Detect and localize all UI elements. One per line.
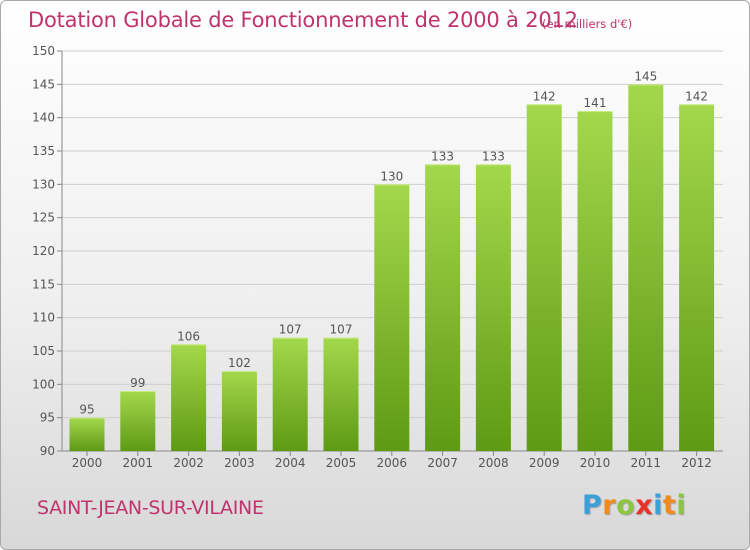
bar bbox=[323, 337, 359, 451]
bar bbox=[526, 104, 562, 451]
bar bbox=[679, 104, 715, 451]
logo-letter: x bbox=[635, 490, 654, 521]
y-tick-label: 90 bbox=[40, 444, 55, 458]
y-tick-label: 100 bbox=[32, 377, 55, 391]
x-tick-label: 2008 bbox=[478, 456, 509, 470]
bar-value-label: 107 bbox=[330, 323, 353, 337]
bars bbox=[69, 84, 715, 452]
x-axis-ticks: 2000 2001 2002 2003 2004 2005 2006 2007 2008 2009… bbox=[72, 451, 712, 470]
y-tick-label: 105 bbox=[32, 344, 55, 358]
x-tick-label: 2003 bbox=[224, 456, 255, 470]
bar bbox=[577, 111, 613, 451]
y-tick-label: 125 bbox=[32, 211, 55, 225]
y-tick-label: 110 bbox=[32, 311, 55, 325]
logo-letter: r bbox=[602, 490, 617, 521]
bar bbox=[374, 184, 410, 452]
bar-value-label: 141 bbox=[584, 96, 607, 110]
chart-title: Dotation Globale de Fonctionnement de 20… bbox=[28, 8, 578, 32]
bar-value-label: 133 bbox=[482, 149, 505, 163]
bar bbox=[120, 391, 156, 451]
chart-subtitle: (en milliers d'€) bbox=[542, 17, 633, 31]
x-tick-label: 2000 bbox=[72, 456, 103, 470]
bar-value-label: 142 bbox=[685, 89, 708, 103]
bar-value-label: 107 bbox=[279, 323, 302, 337]
bar-value-label: 102 bbox=[228, 356, 251, 370]
bar-value-label: 106 bbox=[177, 329, 200, 343]
y-tick-label: 140 bbox=[32, 111, 55, 125]
x-tick-label: 2004 bbox=[275, 456, 306, 470]
x-tick-label: 2012 bbox=[681, 456, 712, 470]
bar-value-label: 99 bbox=[130, 376, 145, 390]
proxiti-logo: Proxiti bbox=[582, 490, 686, 521]
logo-letter: t bbox=[662, 490, 677, 521]
y-tick-label: 135 bbox=[32, 144, 55, 158]
logo-letter: i bbox=[676, 490, 687, 521]
y-tick-label: 130 bbox=[32, 177, 55, 191]
commune-name: SAINT-JEAN-SUR-VILAINE bbox=[37, 497, 264, 519]
x-tick-label: 2007 bbox=[427, 456, 458, 470]
x-tick-label: 2011 bbox=[631, 456, 662, 470]
x-tick-label: 2009 bbox=[529, 456, 560, 470]
logo-letter: P bbox=[582, 490, 603, 521]
bar bbox=[475, 164, 511, 452]
x-tick-label: 2001 bbox=[123, 456, 154, 470]
bar bbox=[272, 337, 308, 451]
bar-value-labels: 95 99 106 102 107 107 130 133 133 142 141 145 142 bbox=[79, 69, 708, 416]
bar bbox=[425, 164, 461, 452]
y-tick-label: 150 bbox=[32, 44, 55, 58]
bar bbox=[171, 344, 207, 451]
y-tick-label: 120 bbox=[32, 244, 55, 258]
bar-value-label: 145 bbox=[634, 69, 657, 83]
logo-letter: i bbox=[653, 490, 663, 521]
bar-value-label: 142 bbox=[533, 89, 556, 103]
x-tick-label: 2002 bbox=[173, 456, 204, 470]
x-tick-label: 2005 bbox=[326, 456, 357, 470]
y-tick-label: 115 bbox=[32, 277, 55, 291]
bar-value-label: 130 bbox=[380, 169, 403, 183]
bar bbox=[221, 371, 257, 451]
bar-value-label: 133 bbox=[431, 149, 454, 163]
y-tick-label: 145 bbox=[32, 77, 55, 91]
bar-value-label: 95 bbox=[79, 403, 94, 417]
logo-letter: o bbox=[616, 490, 636, 521]
y-axis-ticks: 90 95 100 105 110 115 120 125 130 135 140 145 150 bbox=[32, 44, 723, 458]
y-tick-label: 95 bbox=[40, 411, 55, 425]
x-tick-label: 2010 bbox=[580, 456, 611, 470]
bar bbox=[628, 84, 664, 451]
bar bbox=[69, 417, 105, 451]
x-tick-label: 2006 bbox=[377, 456, 408, 470]
